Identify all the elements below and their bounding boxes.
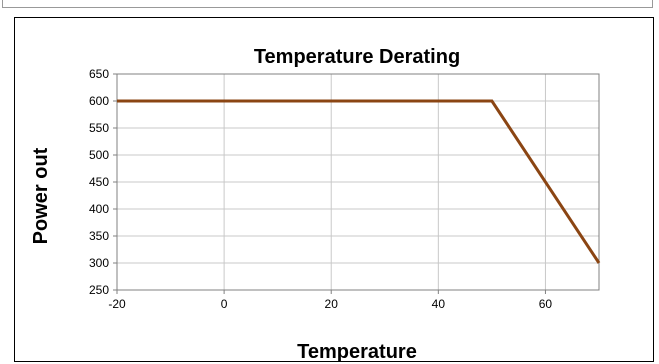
y-tick-label: 350 [89, 229, 109, 243]
x-tick-label: 20 [325, 297, 339, 311]
x-tick-label: 60 [539, 297, 553, 311]
y-axis-title: Power out [30, 147, 52, 244]
x-tick-label: -20 [108, 297, 126, 311]
y-tick-label: 550 [89, 121, 109, 135]
y-tick-label: 400 [89, 202, 109, 216]
y-tick-label: 600 [89, 94, 109, 108]
y-tick-label: 300 [89, 256, 109, 270]
series-layer [117, 99, 601, 264]
chart-title: Temperature Derating [254, 46, 460, 68]
top-strip [2, 0, 653, 8]
y-tick-label: 650 [89, 67, 109, 81]
series-line [117, 99, 601, 264]
y-tick-label: 450 [89, 175, 109, 189]
tick-layer: 250 300 350 400 450 500 550 600 650 -20 0 20 40 60 [89, 67, 552, 311]
x-axis-title: Temperature [297, 341, 417, 363]
x-tick-label: 0 [221, 297, 228, 311]
y-tick-label: 250 [89, 283, 109, 297]
grid-layer [117, 74, 599, 290]
x-tick-label: 40 [432, 297, 446, 311]
y-tick-label: 500 [89, 148, 109, 162]
